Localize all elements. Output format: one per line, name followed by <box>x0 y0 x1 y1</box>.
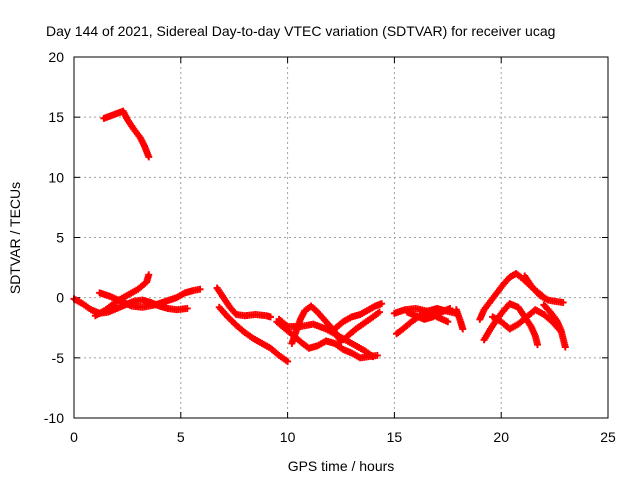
data-series-arc-14 <box>403 304 454 323</box>
data-series-arc-6 <box>215 303 292 365</box>
y-tick-label: -10 <box>44 410 64 426</box>
data-point <box>145 271 153 279</box>
x-tick-label: 15 <box>387 429 403 445</box>
data-point <box>378 300 386 308</box>
data-point <box>183 304 191 312</box>
y-tick-label: 20 <box>48 49 64 65</box>
y-axis-label: SDTVAR / TECUs <box>7 182 23 294</box>
data-series-arc-20 <box>540 301 569 351</box>
data-point <box>267 313 275 321</box>
y-tick-label: 0 <box>56 290 64 306</box>
data-point <box>145 153 153 161</box>
data-point <box>559 298 567 306</box>
data-point <box>375 308 383 316</box>
chart-title: Day 144 of 2021, Sidereal Day-to-day VTE… <box>46 23 555 39</box>
y-tick-label: 15 <box>48 109 64 125</box>
x-tick-label: 10 <box>280 429 296 445</box>
label-layer: 0 5 10 15 20 25 -10 -5 0 5 10 15 20 <box>44 49 616 445</box>
data-series-arc-16 <box>476 270 546 323</box>
x-tick-label: 5 <box>177 429 185 445</box>
x-tick-label: 20 <box>493 429 509 445</box>
data-series-arc-1 <box>100 107 153 161</box>
plot-frame <box>73 56 609 419</box>
data-point <box>459 325 467 333</box>
y-tick-label: 10 <box>48 169 64 185</box>
data-point <box>534 341 542 349</box>
points-layer <box>70 107 569 365</box>
data-point <box>561 343 569 351</box>
x-tick-label: 25 <box>600 429 616 445</box>
data-series-arc-4 <box>96 285 204 311</box>
data-point <box>373 351 381 359</box>
data-point <box>369 353 377 361</box>
data-point <box>196 285 204 293</box>
x-axis-label: GPS time / hours <box>288 458 395 474</box>
data-point <box>284 357 292 365</box>
data-series-arc-19 <box>521 272 567 306</box>
data-series-arc-10 <box>331 300 386 333</box>
data-series-arc-17 <box>480 300 542 349</box>
grid-layer <box>74 57 608 418</box>
y-tick-label: 5 <box>56 230 64 246</box>
data-series-arc-5 <box>213 284 275 321</box>
data-point <box>444 318 452 326</box>
data-series-arc-11 <box>343 308 383 340</box>
data-series-arc-3 <box>91 271 153 320</box>
y-tick-label: -5 <box>52 350 65 366</box>
data-series-arc-15 <box>452 306 467 333</box>
data-point <box>446 304 454 312</box>
x-tick-label: 0 <box>70 429 78 445</box>
